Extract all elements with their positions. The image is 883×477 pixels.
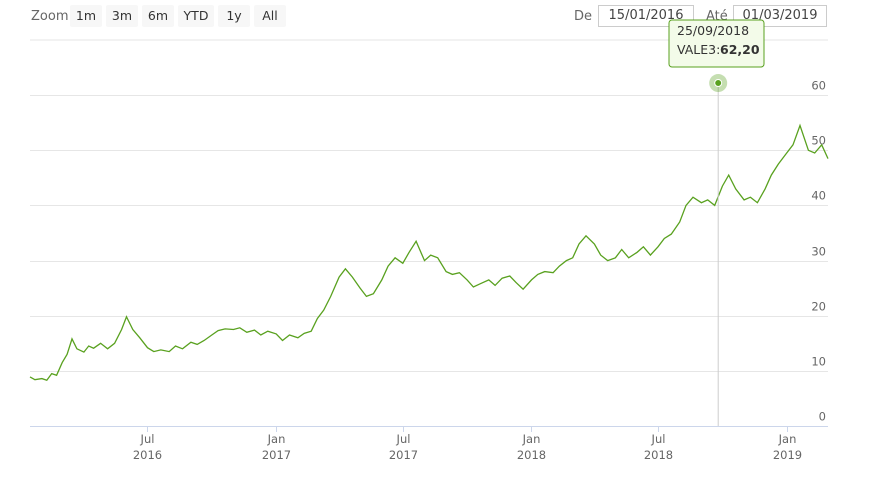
zoom-1y-button[interactable]: 1y [218, 5, 250, 27]
grid-lines [30, 39, 828, 427]
zoom-ytd-button[interactable]: YTD [178, 5, 214, 27]
x-tick-label-2: Jul [396, 432, 411, 446]
x-axis: Jul 2016 Jan 2017 Jul 2017 Jan 2018 Jul 2018 Jan 20… [133, 426, 802, 462]
hover-point [714, 79, 723, 88]
y-tick-label-50: 50 [811, 134, 826, 148]
from-date-label: De [574, 9, 593, 24]
series-line-vale3 [29, 123, 829, 381]
tooltip-value: 62,20 [720, 42, 760, 57]
tooltip: 25/09/2018 VALE3: 62,20 [668, 19, 765, 68]
tooltip-series-label: VALE3: [677, 42, 720, 57]
y-tick-label-60: 60 [811, 79, 826, 93]
x-tick-year-5: 2019 [773, 448, 802, 462]
y-tick-label-30: 30 [811, 245, 826, 259]
zoom-label: Zoom [31, 9, 69, 24]
y-axis: 0 10 20 30 40 50 60 [811, 79, 826, 424]
x-tick-label-0: Jul [140, 432, 155, 446]
x-tick-year-2: 2017 [389, 448, 418, 462]
x-tick-year-1: 2017 [262, 448, 291, 462]
x-tick-year-0: 2016 [133, 448, 162, 462]
y-tick-label-20: 20 [811, 300, 826, 314]
y-tick-label-0: 0 [819, 410, 826, 424]
x-tick-year-4: 2018 [644, 448, 673, 462]
zoom-6m-button[interactable]: 6m [142, 5, 174, 27]
x-tick-label-4: Jul [651, 432, 666, 446]
y-tick-label-40: 40 [811, 189, 826, 203]
zoom-1m-button[interactable]: 1m [70, 5, 102, 27]
x-tick-label-3: Jan [522, 432, 541, 446]
zoom-all-button[interactable]: All [254, 5, 286, 27]
x-tick-label-5: Jan [778, 432, 797, 446]
y-tick-label-10: 10 [811, 355, 826, 369]
tooltip-box [668, 19, 765, 68]
x-tick-label-1: Jan [267, 432, 286, 446]
x-tick-year-3: 2018 [517, 448, 546, 462]
zoom-3m-button[interactable]: 3m [106, 5, 138, 27]
tooltip-date: 25/09/2018 [677, 23, 749, 38]
